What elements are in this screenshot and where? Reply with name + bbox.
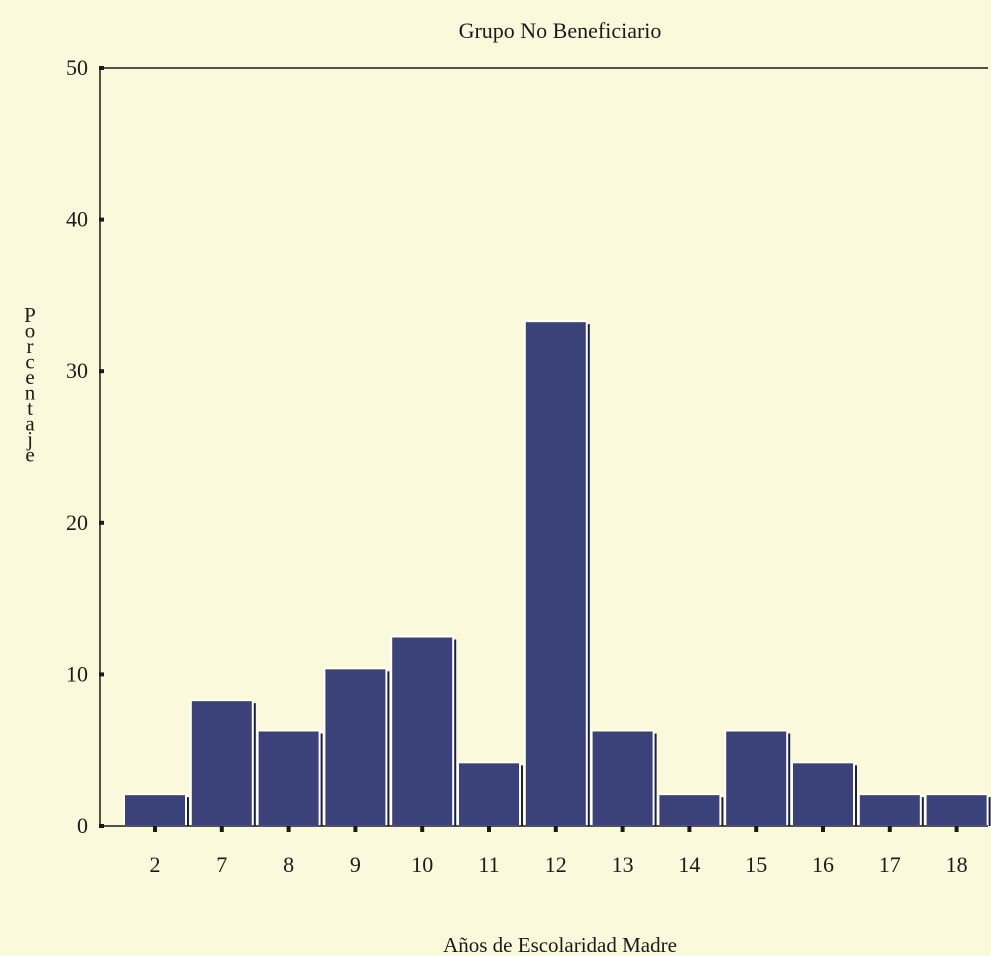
y-axis-label-char: e <box>25 365 34 389</box>
bar-9 <box>323 667 388 827</box>
y-ticks: 0 10 20 30 40 50 <box>66 55 104 838</box>
bar-13 <box>590 729 655 828</box>
y-tick-label: 10 <box>66 661 88 686</box>
y-tick-label: 0 <box>77 813 88 838</box>
x-tick-label: 11 <box>478 852 499 877</box>
y-tick-label: 50 <box>66 55 88 80</box>
y-axis-label-char: o <box>25 319 36 343</box>
bar-16 <box>791 761 855 828</box>
x-tick-label: 16 <box>812 852 834 877</box>
y-tick-label: 30 <box>66 358 88 383</box>
y-axis-label-char: j <box>26 427 33 451</box>
x-axis-label: Años de Escolaridad Madre <box>443 933 677 956</box>
x-tick-label: 7 <box>216 852 227 877</box>
axes <box>99 67 988 827</box>
bar-2 <box>123 793 187 828</box>
chart-title: Grupo No Beneficiario <box>459 18 662 43</box>
bar-15 <box>724 729 789 828</box>
x-tick-label: 18 <box>946 852 968 877</box>
y-axis-label-char: r <box>27 334 34 358</box>
x-tick-label: 2 <box>150 852 161 877</box>
bar-14 <box>657 793 722 828</box>
x-tick-label: 14 <box>678 852 700 877</box>
x-tick-label: 15 <box>745 852 767 877</box>
y-axis-label-char: t <box>27 396 33 420</box>
x-tick-label: 17 <box>879 852 901 877</box>
x-tick-label: 9 <box>350 852 361 877</box>
y-axis-label-char: P <box>24 303 36 327</box>
x-tick-label: 12 <box>545 852 567 877</box>
bar-8 <box>256 729 321 828</box>
y-axis-label-char: e <box>25 443 34 467</box>
bar-10 <box>390 635 455 827</box>
x-tick-label: 13 <box>612 852 634 877</box>
x-ticks: 2 7 8 9 10 11 12 13 14 15 16 17 18 <box>150 826 968 877</box>
bar-17 <box>857 793 922 828</box>
bar-12 <box>523 320 588 827</box>
y-tick-label: 20 <box>66 510 88 535</box>
bar-7 <box>189 699 254 827</box>
bar-18 <box>924 793 989 828</box>
y-axis-label-char: a <box>25 412 35 436</box>
x-tick-label: 10 <box>411 852 433 877</box>
y-axis-label-char: n <box>25 381 36 405</box>
y-axis-label-char: c <box>25 350 34 374</box>
x-tick-label: 8 <box>283 852 294 877</box>
bar-11 <box>457 761 521 828</box>
bars <box>123 320 991 828</box>
y-tick-label: 40 <box>66 207 88 232</box>
